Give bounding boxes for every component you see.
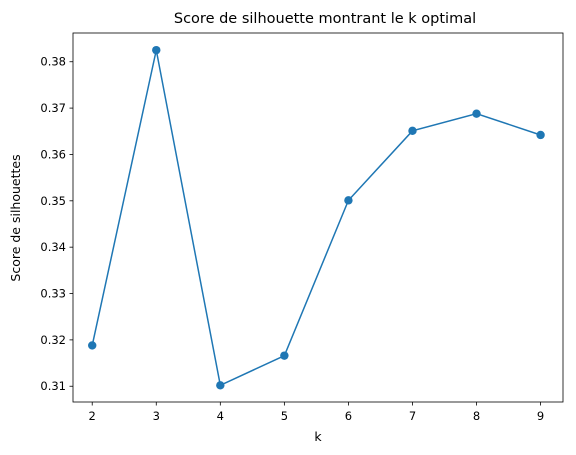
x-axis-label: k: [314, 429, 322, 444]
chart-title: Score de silhouette montrant le k optima…: [174, 11, 476, 27]
x-tick-label: 4: [217, 409, 224, 423]
data-point: [88, 341, 97, 350]
y-tick-label: 0.35: [40, 194, 66, 208]
x-tick-label: 7: [409, 409, 416, 423]
y-tick-label: 0.38: [40, 55, 66, 69]
y-tick-label: 0.36: [40, 147, 66, 161]
x-tick-label: 2: [89, 409, 96, 423]
x-tick-label: 9: [537, 409, 544, 423]
x-tick-label: 8: [473, 409, 480, 423]
y-tick-label: 0.32: [40, 333, 66, 347]
y-tick-label: 0.31: [40, 379, 66, 393]
data-point: [344, 196, 353, 205]
data-point: [152, 45, 161, 55]
y-tick-label: 0.34: [40, 240, 66, 254]
x-tick-label: 6: [345, 409, 352, 423]
data-point: [408, 126, 417, 136]
series-line: [91, 49, 541, 387]
plot-area: [72, 32, 564, 403]
y-tick-label: 0.37: [40, 101, 66, 115]
x-tick-label: 5: [281, 409, 288, 423]
x-tick-label: 3: [153, 409, 160, 423]
y-tick-label: 0.33: [40, 287, 66, 301]
x-axis: 2 3 4 5 6 7 8 9: [89, 402, 544, 423]
data-point: [216, 381, 225, 390]
data-point: [536, 130, 545, 140]
y-axis-label: Score de silhouettes: [8, 154, 23, 281]
series-markers: [88, 45, 545, 390]
data-point: [472, 109, 481, 118]
data-point: [280, 351, 289, 360]
y-axis: 0.31 0.32 0.33 0.34 0.35 0.36 0.37 0.38: [40, 55, 73, 393]
